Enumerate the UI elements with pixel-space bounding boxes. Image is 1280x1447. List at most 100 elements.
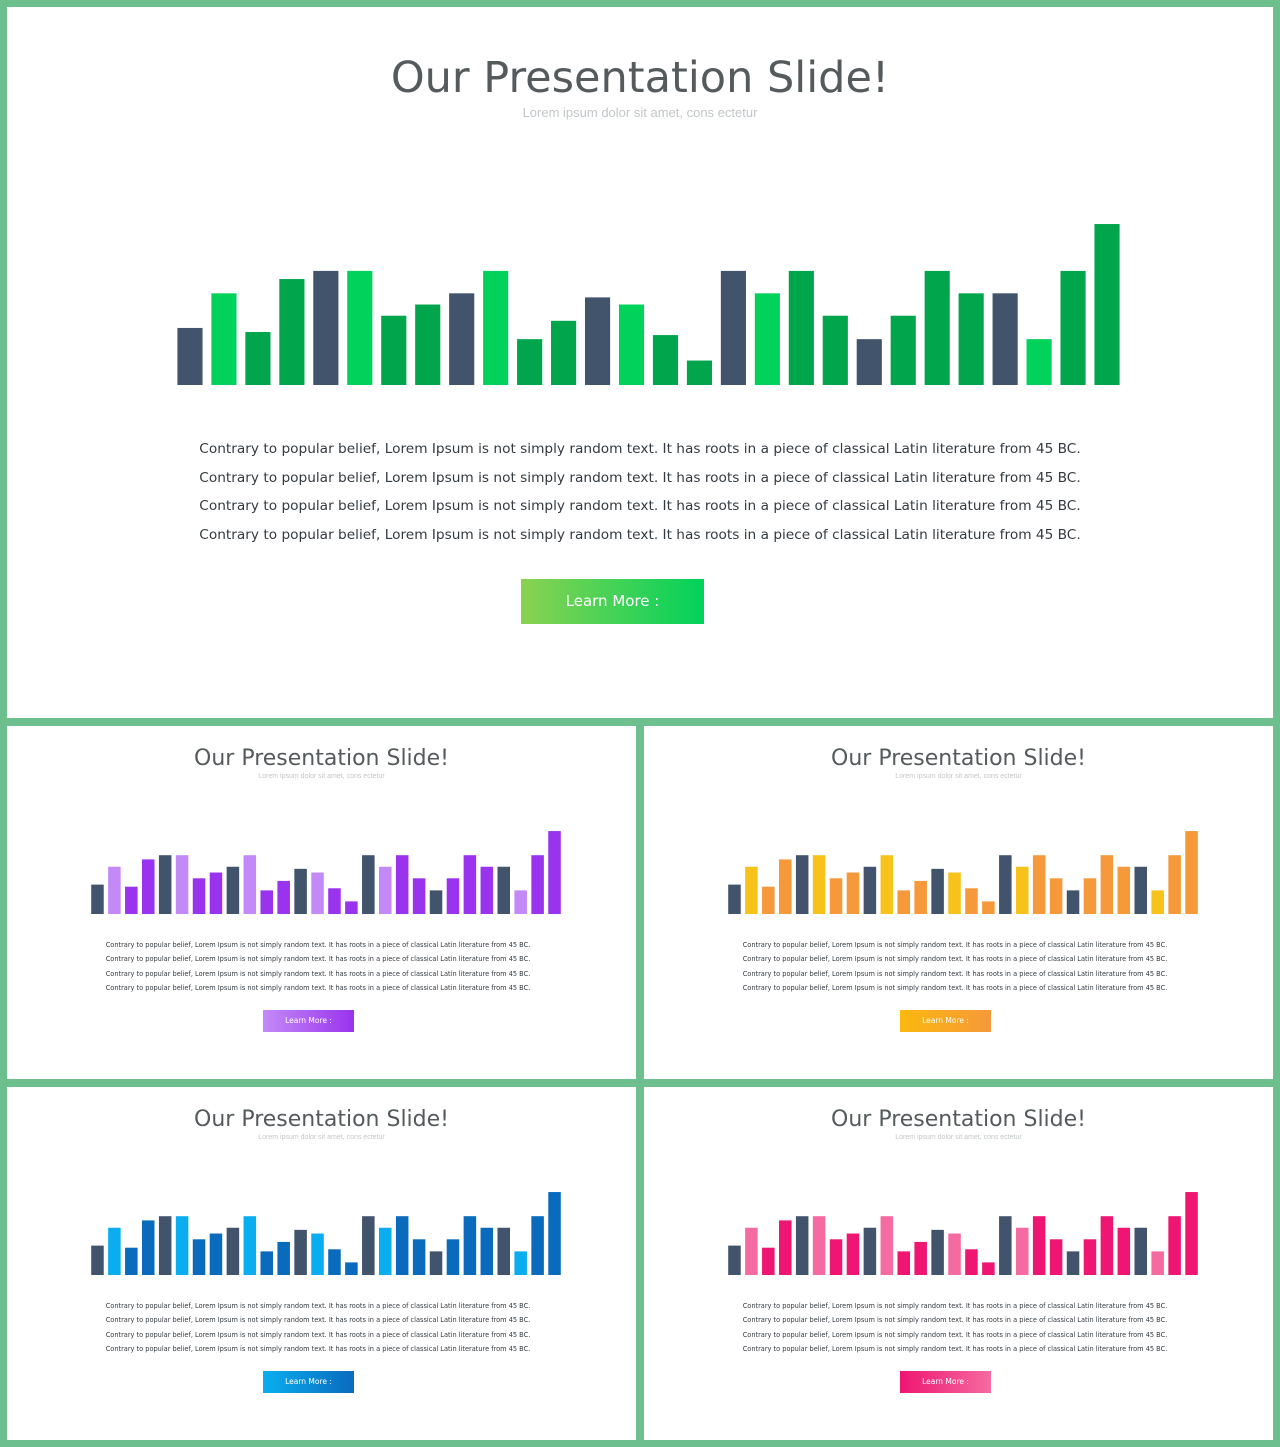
slide-pink: Our Presentation Slide! Lorem ipsum dolo…: [644, 1087, 1273, 1440]
slide-title: Our Presentation Slide!: [194, 746, 449, 771]
chart-bar: [1083, 1239, 1097, 1275]
chart-bar: [245, 332, 271, 385]
chart-bar: [1032, 1216, 1046, 1275]
body-text: Contrary to popular belief, Lorem Ipsum …: [742, 941, 1168, 992]
chart-bar: [463, 1216, 477, 1275]
chart-bar: [1151, 890, 1164, 914]
chart-bar: [497, 866, 511, 914]
slide-title: Our Presentation Slide!: [194, 1107, 449, 1132]
chart-bar: [745, 866, 758, 914]
chart-bar: [1134, 866, 1148, 914]
bar-chart-svg: [728, 1192, 1198, 1275]
chart-bar: [584, 297, 611, 385]
chart-bar: [762, 886, 775, 914]
chart-bar: [429, 890, 443, 914]
chart-bar: [243, 855, 257, 914]
chart-bar: [1168, 1216, 1181, 1275]
learn-more-button[interactable]: Learn More :: [263, 1371, 354, 1393]
chart-bar: [958, 293, 984, 385]
chart-bar: [531, 855, 544, 914]
chart-bar: [548, 831, 561, 914]
chart-bar: [277, 1241, 290, 1275]
chart-bar: [277, 880, 290, 914]
chart-bar: [463, 855, 477, 914]
chart-bar: [1134, 1227, 1148, 1275]
chart-bar: [914, 880, 927, 914]
chart-bar: [209, 1233, 223, 1275]
chart-bar: [125, 1247, 138, 1275]
chart-bar: [480, 1227, 494, 1275]
slide-subtitle: Lorem ipsum dolor sit amet, cons ectetur: [895, 773, 1022, 780]
chart-bar: [192, 878, 206, 914]
chart-bar: [141, 1220, 155, 1275]
chart-bar: [914, 1241, 927, 1275]
bar-chart: [726, 1191, 1200, 1275]
chart-bar: [745, 1227, 758, 1275]
chart-bar: [328, 888, 341, 914]
learn-more-button[interactable]: Learn More :: [263, 1010, 354, 1032]
chart-bar: [328, 1249, 341, 1275]
learn-more-button[interactable]: Learn More :: [900, 1371, 991, 1393]
bar-chart: [173, 222, 1124, 385]
chart-bar: [125, 886, 138, 914]
chart-bar: [948, 872, 961, 914]
chart-bar: [992, 293, 1018, 385]
chart-bar: [108, 1227, 121, 1275]
chart-bar: [846, 1233, 860, 1275]
chart-bar: [1015, 866, 1029, 914]
chart-bar: [880, 855, 894, 914]
chart-bar: [1060, 270, 1086, 385]
learn-more-button[interactable]: Learn More :: [521, 579, 704, 624]
bar-chart: [726, 830, 1200, 914]
chart-bar: [1049, 878, 1063, 914]
chart-bar: [362, 1216, 375, 1275]
chart-bar: [415, 304, 441, 385]
chart-bar: [514, 890, 527, 914]
chart-bar: [412, 1239, 426, 1275]
chart-bar: [686, 360, 713, 385]
body-text: Contrary to popular belief, Lorem Ipsum …: [742, 1302, 1168, 1353]
chart-bar: [1185, 831, 1198, 914]
chart-bar: [1026, 339, 1052, 385]
slide-title: Our Presentation Slide!: [831, 1107, 1086, 1132]
slide-subtitle: Lorem ipsum dolor sit amet, cons ectetur: [895, 1134, 1022, 1141]
bar-chart-svg: [728, 831, 1198, 914]
chart-bar: [812, 1216, 826, 1275]
chart-bar: [141, 859, 155, 914]
chart-bar: [192, 1239, 206, 1275]
slide-subtitle: Lorem ipsum dolor sit amet, cons ectetur: [522, 105, 758, 120]
chart-bar: [446, 1239, 460, 1275]
chart-bar: [778, 1220, 792, 1275]
chart-bar: [788, 270, 814, 385]
chart-bar: [863, 866, 877, 914]
chart-bar: [260, 890, 274, 914]
chart-bar: [1032, 855, 1046, 914]
chart-bar: [211, 293, 237, 385]
chart-bar: [531, 1216, 544, 1275]
chart-bar: [294, 1229, 307, 1275]
chart-bar: [897, 1251, 911, 1275]
chart-bar: [999, 1216, 1012, 1275]
chart-bar: [395, 855, 409, 914]
chart-bar: [345, 1262, 358, 1275]
chart-bar: [982, 901, 995, 914]
chart-bar: [158, 855, 172, 914]
chart-bar: [965, 1249, 978, 1275]
chart-bar: [412, 878, 426, 914]
chart-bar: [652, 335, 679, 385]
chart-bar: [1100, 855, 1114, 914]
chart-bar: [497, 1227, 511, 1275]
chart-bar: [311, 1233, 324, 1275]
chart-bar: [1168, 855, 1181, 914]
chart-bar: [618, 304, 645, 385]
chart-bar: [429, 1251, 443, 1275]
chart-bar: [378, 1227, 392, 1275]
chart-bar: [1094, 224, 1120, 385]
chart-bar: [551, 320, 577, 385]
learn-more-button[interactable]: Learn More :: [900, 1010, 991, 1032]
slide-orange: Our Presentation Slide! Lorem ipsum dolo…: [644, 726, 1273, 1079]
chart-bar: [175, 1216, 189, 1275]
chart-bar: [897, 890, 911, 914]
chart-bar: [347, 270, 373, 385]
bar-chart-svg: [177, 224, 1120, 385]
